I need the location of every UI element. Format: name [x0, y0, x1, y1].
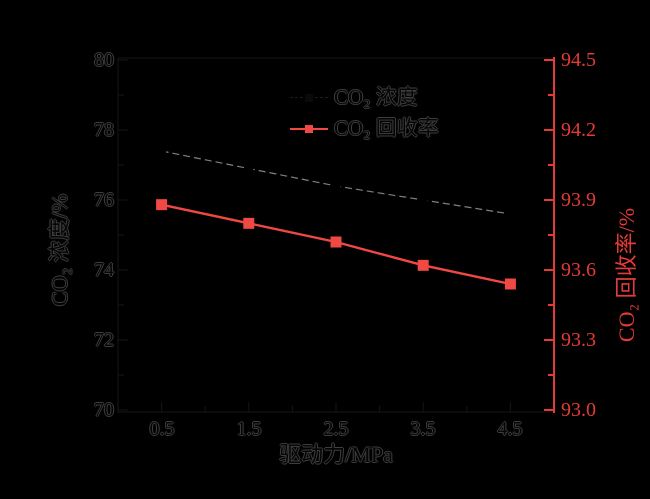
y-left-tick-label: 80 — [94, 49, 114, 71]
y-right-tick-label: 93.0 — [561, 399, 596, 421]
concentration-data-point-marker — [157, 146, 167, 156]
legend: CO₂ 浓度 CO₂ 回收率 — [290, 82, 439, 144]
y-left-tick-label: 78 — [94, 119, 114, 141]
y-left-axis-title: CO₂ 浓度/% — [47, 193, 72, 307]
legend-item-recovery: CO₂ 回收率 — [290, 113, 439, 144]
legend-item-concentration: CO₂ 浓度 — [290, 82, 439, 113]
recovery-data-point-marker — [330, 236, 342, 248]
x-tick-label: 2.5 — [323, 418, 349, 440]
x-tick-label: 1.5 — [236, 418, 262, 440]
y-right-axis-title: CO₂ 回收率/% — [614, 207, 639, 343]
recovery-data-point-marker — [156, 199, 168, 211]
concentration-data-point-marker — [418, 195, 428, 205]
square-marker-icon — [305, 124, 313, 133]
legend-label: CO₂ 浓度 — [334, 85, 418, 109]
x-tick-label: 0.5 — [149, 418, 175, 440]
concentration-data-point-marker — [244, 164, 254, 173]
y-right-tick-label: 93.3 — [561, 329, 596, 351]
y-left-tick-label: 76 — [94, 189, 114, 211]
x-tick-label: 3.5 — [410, 418, 436, 440]
y-right-tick-label: 93.9 — [561, 189, 596, 211]
legend-sample-red-line — [290, 123, 328, 135]
y-left-tick-label: 72 — [94, 329, 114, 351]
concentration-data-point-marker — [505, 209, 515, 219]
y-right-tick-label: 93.6 — [561, 259, 596, 281]
y-right-tick-label: 94.2 — [561, 119, 596, 141]
legend-sample-dashed-line — [290, 92, 328, 104]
y-left-tick-label: 70 — [94, 399, 114, 421]
square-marker-icon — [305, 93, 313, 102]
x-tick-label: 4.5 — [497, 418, 523, 440]
concentration-data-point-marker — [331, 181, 341, 191]
recovery-data-point-marker — [243, 217, 255, 229]
x-axis-title: 驱动力/MPa — [279, 442, 393, 467]
y-left-tick-label: 74 — [94, 259, 114, 281]
y-right-tick-label: 94.5 — [561, 49, 596, 71]
recovery-data-point-marker — [504, 278, 516, 290]
legend-label: CO₂ 回收率 — [334, 116, 439, 140]
recovery-data-point-marker — [417, 259, 429, 271]
